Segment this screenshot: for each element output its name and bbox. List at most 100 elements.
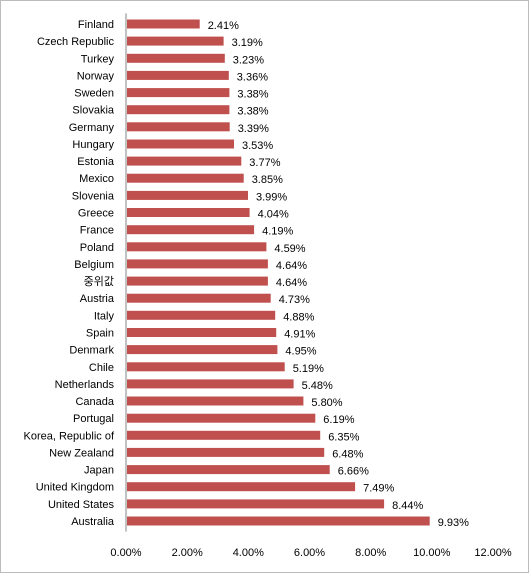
bar <box>127 328 277 337</box>
category-label: Estonia <box>77 156 115 168</box>
data-label: 7.49% <box>363 483 394 495</box>
category-label: Finland <box>78 19 114 31</box>
category-label: United Kingdom <box>36 482 114 494</box>
data-label: 3.23% <box>233 54 264 66</box>
data-label: 3.99% <box>256 191 287 203</box>
bar <box>127 242 267 252</box>
bar <box>127 208 250 217</box>
category-label: Sweden <box>74 88 114 100</box>
bar <box>127 379 294 389</box>
bars-layer <box>127 19 430 526</box>
category-label: Italy <box>94 310 115 322</box>
x-tick-label: 12.00% <box>474 547 512 559</box>
category-label: Greece <box>78 208 114 220</box>
data-label: 6.19% <box>323 414 354 426</box>
category-label: Czech Republic <box>37 36 115 48</box>
data-label: 2.41% <box>208 20 239 32</box>
category-label: Canada <box>75 396 114 408</box>
category-label: Denmark <box>69 345 114 357</box>
data-label: 5.80% <box>311 397 342 409</box>
data-label: 6.35% <box>328 431 359 443</box>
data-label: 4.59% <box>274 243 305 255</box>
data-label: 9.93% <box>438 517 469 529</box>
data-label: 5.48% <box>302 380 333 392</box>
bar <box>127 53 225 63</box>
data-label: 6.66% <box>338 466 369 478</box>
data-label: 3.53% <box>242 140 273 152</box>
bar <box>127 430 321 440</box>
category-label: Germany <box>69 122 115 134</box>
data-label: 3.39% <box>238 123 269 135</box>
category-label: 중위값 <box>84 275 114 288</box>
category-label: Hungary <box>72 139 114 151</box>
bar <box>127 70 229 80</box>
bar <box>127 190 248 200</box>
category-label: Norway <box>77 70 115 82</box>
category-label: France <box>80 225 114 237</box>
bar <box>127 293 271 303</box>
data-label: 4.64% <box>276 277 307 289</box>
bar <box>127 465 330 475</box>
category-label: Slovenia <box>72 190 115 202</box>
bar <box>127 447 325 457</box>
category-label: Netherlands <box>55 379 115 391</box>
x-tick-label: 4.00% <box>233 547 264 559</box>
data-label: 6.48% <box>332 448 363 460</box>
category-label: Australia <box>71 516 115 528</box>
data-label: 8.44% <box>392 500 423 512</box>
category-label: Slovakia <box>72 105 114 117</box>
bar <box>127 413 316 423</box>
labels-layer: Finland 2.41% Czech Republic 3.19% Turkey 3.2… <box>24 19 470 529</box>
data-label: 4.95% <box>285 346 316 358</box>
x-tick-label: 6.00% <box>294 547 325 559</box>
bar <box>127 139 234 149</box>
data-label: 3.77% <box>249 157 280 169</box>
data-label: 4.73% <box>279 294 310 306</box>
category-label: Turkey <box>81 53 115 65</box>
bar <box>127 310 276 320</box>
data-label: 4.91% <box>284 329 315 341</box>
bar <box>127 516 430 526</box>
x-axis: 0.00% 2.00% 4.00% 6.00% 8.00% 10.00% 12.00% <box>110 13 512 559</box>
category-label: Mexico <box>79 173 114 185</box>
bar <box>127 105 230 115</box>
bar <box>127 345 278 355</box>
data-label: 4.88% <box>283 311 314 323</box>
x-tick-label: 2.00% <box>172 547 203 559</box>
data-label: 3.85% <box>252 174 283 186</box>
category-label: United States <box>48 499 115 511</box>
bar <box>127 19 200 29</box>
x-tick-label: 10.00% <box>413 547 451 559</box>
data-label: 3.19% <box>232 37 263 49</box>
category-label: Belgium <box>74 259 114 271</box>
category-label: Austria <box>80 293 115 305</box>
data-label: 4.64% <box>276 260 307 272</box>
data-label: 3.38% <box>237 89 268 101</box>
data-label: 3.36% <box>237 71 268 83</box>
category-label: Spain <box>86 328 114 340</box>
data-label: 4.19% <box>262 226 293 238</box>
bar <box>127 173 244 183</box>
category-label: Japan <box>84 465 114 477</box>
bar <box>127 396 304 406</box>
bar <box>127 499 385 509</box>
bar <box>127 276 268 286</box>
bar <box>127 482 356 492</box>
bar <box>127 156 242 166</box>
bar <box>127 362 285 372</box>
bar <box>127 225 255 235</box>
bar <box>127 122 230 132</box>
data-label: 3.38% <box>237 106 268 118</box>
x-tick-label: 8.00% <box>355 547 386 559</box>
category-label: Poland <box>80 242 114 254</box>
x-tick-label: 0.00% <box>110 547 141 559</box>
bar <box>127 259 268 269</box>
data-label: 4.04% <box>258 209 289 221</box>
category-label: Korea, Republic of <box>24 430 115 442</box>
category-label: New Zealand <box>49 447 114 459</box>
bar <box>127 36 224 46</box>
bar <box>127 88 230 98</box>
category-label: Chile <box>89 362 114 374</box>
